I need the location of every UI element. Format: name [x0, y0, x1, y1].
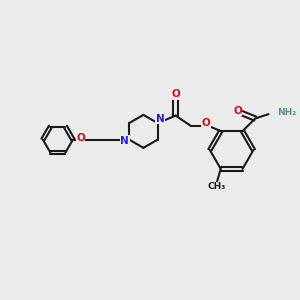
Text: O: O	[201, 118, 210, 128]
Text: N: N	[156, 114, 164, 124]
Text: O: O	[76, 133, 85, 143]
Text: NH₂: NH₂	[277, 108, 296, 117]
Text: O: O	[171, 89, 180, 99]
Text: CH₃: CH₃	[208, 182, 226, 191]
Text: O: O	[233, 106, 242, 116]
Text: N: N	[120, 136, 129, 146]
